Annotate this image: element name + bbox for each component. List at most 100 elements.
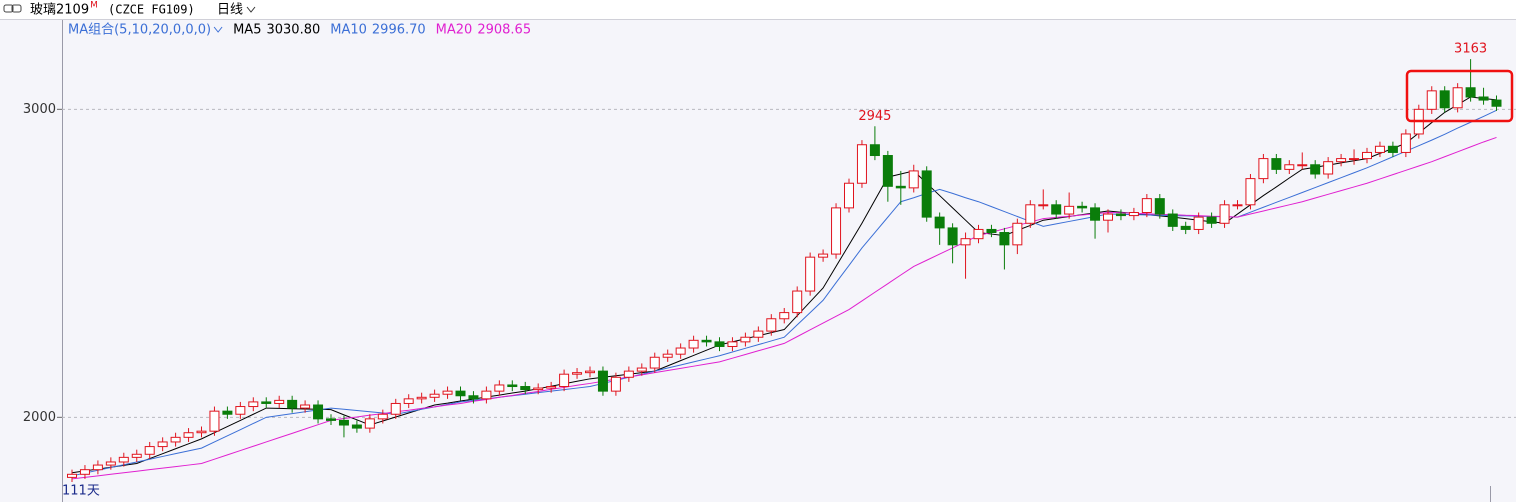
high-annotation: 2945 xyxy=(858,109,891,124)
candle-body xyxy=(157,441,168,448)
candle-body xyxy=(235,406,246,415)
candle-body xyxy=(338,419,349,426)
candle-body xyxy=(118,456,129,463)
candle-body xyxy=(1025,204,1036,224)
candle-body xyxy=(1336,158,1347,163)
candle-body xyxy=(585,370,595,374)
candle-body xyxy=(740,336,751,343)
candle-body xyxy=(986,228,997,234)
candle-body xyxy=(675,347,686,355)
candle-body xyxy=(844,182,854,209)
candle-body xyxy=(1245,178,1256,206)
candle-body xyxy=(1141,198,1152,213)
candle-body xyxy=(1064,205,1075,215)
candle-body xyxy=(507,384,518,388)
candle-body xyxy=(429,393,440,398)
plot-area xyxy=(62,59,1516,482)
indicator-chevron[interactable] xyxy=(213,26,223,33)
candle-body xyxy=(1452,87,1463,109)
candle-body xyxy=(1349,158,1360,161)
candle-body xyxy=(261,401,272,404)
candle-body xyxy=(973,228,984,240)
ma-line xyxy=(71,136,1497,480)
candle-body xyxy=(1426,90,1437,110)
candle-body xyxy=(597,370,608,392)
candle-body xyxy=(895,185,906,189)
candle-body xyxy=(1323,161,1334,175)
candle-body xyxy=(1232,204,1243,207)
candle-body xyxy=(947,227,958,246)
symbol-title[interactable]: 玻璃2109 xyxy=(30,3,89,18)
candle-body xyxy=(1077,205,1088,209)
candle-body xyxy=(79,469,90,475)
candle-body xyxy=(170,436,181,443)
candle-body xyxy=(999,232,1010,246)
candle-body xyxy=(351,424,362,429)
candle-body xyxy=(1128,212,1139,217)
candle-body xyxy=(636,367,647,372)
candle-body xyxy=(934,216,945,229)
candle-body xyxy=(662,353,673,358)
candle-body xyxy=(1154,198,1165,215)
candle-body xyxy=(1258,158,1269,180)
candle-body xyxy=(1180,225,1191,230)
candle-body xyxy=(805,256,816,292)
candle-body xyxy=(869,144,880,157)
candle-body xyxy=(1362,151,1372,160)
ma-line xyxy=(71,96,1497,474)
symbol-code: (CZCE FG109) xyxy=(108,3,195,17)
period-chevron[interactable] xyxy=(246,6,256,13)
candle-body xyxy=(403,398,414,404)
link-icon-left xyxy=(3,4,14,13)
candle-body xyxy=(313,404,324,420)
candle-body xyxy=(390,402,401,415)
candle-body xyxy=(105,461,116,466)
candle-body xyxy=(1387,145,1398,153)
candle-body xyxy=(1271,158,1282,170)
candle-body xyxy=(559,373,570,388)
period-selector[interactable]: 日线 xyxy=(217,3,243,18)
candle-body xyxy=(364,418,375,429)
candle-body xyxy=(818,253,829,258)
candle-body xyxy=(274,399,285,404)
candle-body xyxy=(67,473,77,478)
candle-body xyxy=(196,430,207,434)
candle-body xyxy=(779,312,790,320)
candle-body xyxy=(1297,164,1308,167)
candle-body xyxy=(468,395,479,400)
candle-body xyxy=(1284,164,1295,170)
candle-body xyxy=(766,318,777,332)
candle-body xyxy=(209,410,220,432)
legend-name: MA20 xyxy=(436,23,473,38)
high-annotation: 3163 xyxy=(1454,42,1487,57)
legend-value: 2996.70 xyxy=(372,23,426,38)
indicator-selector[interactable]: MA组合(5,10,20,0,0,0) xyxy=(68,23,211,38)
candle-body xyxy=(546,386,557,389)
candle-body xyxy=(131,453,142,458)
candle-body xyxy=(908,170,919,189)
candle-body xyxy=(831,207,842,255)
candle-body xyxy=(701,339,712,343)
candle-body xyxy=(494,384,505,392)
candle-body xyxy=(1439,90,1450,109)
candle-body xyxy=(326,418,336,421)
candle-body xyxy=(727,341,738,347)
candle-body xyxy=(183,432,194,438)
candle-body xyxy=(572,372,583,375)
candle-body xyxy=(1465,87,1476,98)
candle-body xyxy=(714,341,725,347)
candle-body xyxy=(481,390,492,400)
link-icon[interactable] xyxy=(3,4,22,13)
candle-body xyxy=(1491,99,1502,107)
link-icon-right xyxy=(11,4,22,13)
candle-body xyxy=(533,387,544,391)
candle-body xyxy=(792,290,803,314)
candle-body xyxy=(649,356,660,369)
candle-body xyxy=(1051,204,1062,215)
candle-body xyxy=(1206,216,1217,224)
candle-body xyxy=(300,404,311,409)
candle-body xyxy=(610,376,621,392)
candle-body xyxy=(377,413,388,420)
